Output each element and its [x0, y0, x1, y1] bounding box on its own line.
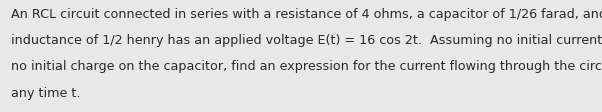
Text: inductance of 1/2 henry has an applied voltage E(t) = 16 cos 2t.  Assuming no in: inductance of 1/2 henry has an applied v… — [11, 34, 602, 47]
Text: no initial charge on the capacitor, find an expression for the current flowing t: no initial charge on the capacitor, find… — [11, 60, 602, 73]
Text: any time t.: any time t. — [11, 87, 80, 100]
Text: An RCL circuit connected in series with a resistance of 4 ohms, a capacitor of 1: An RCL circuit connected in series with … — [11, 8, 602, 21]
